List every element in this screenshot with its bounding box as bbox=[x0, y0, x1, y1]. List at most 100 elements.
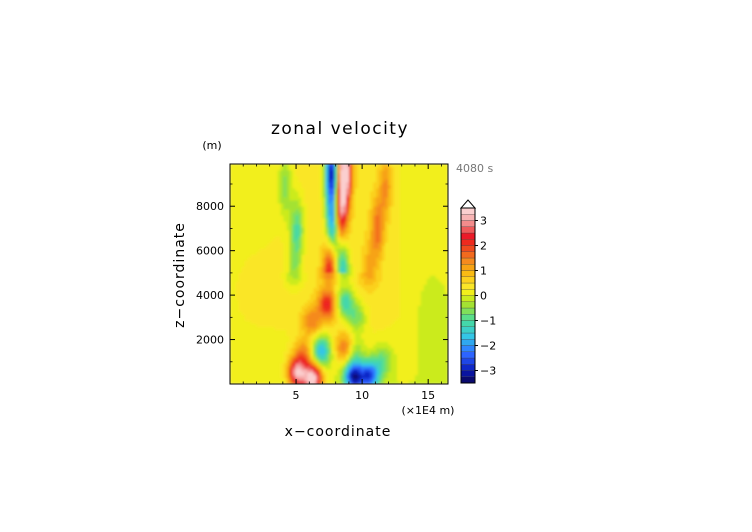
field-cell bbox=[361, 338, 365, 343]
field-cell bbox=[373, 193, 377, 198]
field-cell bbox=[438, 190, 443, 195]
field-cell bbox=[432, 323, 437, 328]
field-cell bbox=[441, 335, 446, 340]
field-cell bbox=[230, 266, 234, 270]
field-cell bbox=[244, 211, 249, 216]
field-cell bbox=[313, 359, 317, 364]
field-cell bbox=[358, 344, 362, 349]
field-cell bbox=[429, 362, 434, 367]
field-cell bbox=[414, 181, 419, 186]
field-cell bbox=[316, 275, 320, 279]
field-cell bbox=[367, 199, 371, 204]
field-cell bbox=[337, 335, 341, 340]
field-cell bbox=[319, 242, 323, 246]
field-cell bbox=[370, 284, 374, 288]
field-cell bbox=[331, 199, 335, 204]
field-cell bbox=[441, 332, 446, 337]
field-cell bbox=[402, 226, 407, 231]
field-cell bbox=[396, 260, 401, 264]
field-cell bbox=[355, 211, 359, 216]
field-cell bbox=[346, 326, 350, 331]
field-cell bbox=[262, 260, 267, 264]
field-cell bbox=[322, 371, 326, 376]
field-cell bbox=[289, 320, 294, 325]
field-cell bbox=[408, 251, 413, 255]
field-cell bbox=[352, 202, 356, 207]
field-cell bbox=[405, 371, 410, 376]
field-cell bbox=[334, 332, 338, 337]
field-cell bbox=[340, 287, 344, 291]
field-cell bbox=[310, 350, 314, 355]
field-cell bbox=[340, 362, 344, 367]
field-cell bbox=[265, 284, 270, 288]
field-cell bbox=[355, 281, 359, 285]
y-axis-unit: (m) bbox=[202, 139, 221, 152]
field-cell bbox=[319, 341, 323, 346]
field-cell bbox=[250, 305, 255, 309]
field-cell bbox=[414, 368, 419, 373]
field-cell bbox=[364, 317, 368, 322]
field-cell bbox=[402, 317, 407, 322]
field-cell bbox=[259, 380, 264, 384]
field-cell bbox=[346, 374, 350, 379]
field-cell bbox=[432, 184, 437, 189]
field-cell bbox=[325, 332, 329, 337]
field-cell bbox=[310, 202, 314, 207]
field-cell bbox=[298, 338, 302, 343]
field-cell bbox=[277, 314, 282, 318]
field-cell bbox=[423, 320, 428, 325]
field-cell bbox=[301, 371, 305, 376]
field-cell bbox=[235, 278, 240, 282]
field-cell bbox=[384, 281, 389, 285]
field-cell bbox=[307, 320, 311, 325]
field-cell bbox=[358, 380, 362, 384]
field-cell bbox=[361, 196, 365, 201]
field-cell bbox=[408, 242, 413, 246]
field-cell bbox=[373, 296, 377, 300]
field-cell bbox=[370, 251, 374, 255]
field-cell bbox=[393, 208, 398, 213]
field-cell bbox=[271, 236, 276, 240]
field-cell bbox=[280, 190, 285, 195]
field-cell bbox=[379, 272, 383, 276]
field-cell bbox=[337, 377, 341, 382]
field-cell bbox=[310, 371, 314, 376]
field-cell bbox=[256, 257, 261, 261]
field-cell bbox=[319, 356, 323, 361]
field-cell bbox=[280, 187, 285, 192]
field-cell bbox=[277, 220, 282, 225]
field-cell bbox=[295, 181, 299, 186]
field-cell bbox=[340, 230, 344, 234]
field-cell bbox=[259, 341, 264, 346]
field-cell bbox=[295, 332, 299, 337]
field-cell bbox=[230, 190, 234, 195]
field-cell bbox=[259, 323, 264, 328]
field-cell bbox=[232, 178, 237, 183]
field-cell bbox=[367, 281, 371, 285]
field-cell bbox=[435, 332, 440, 337]
field-cell bbox=[331, 230, 335, 234]
field-cell bbox=[373, 341, 377, 346]
field-cell bbox=[337, 326, 341, 331]
field-cell bbox=[259, 223, 264, 228]
field-cell bbox=[349, 217, 353, 222]
field-cell bbox=[298, 236, 302, 240]
field-cell bbox=[247, 299, 252, 303]
field-cell bbox=[387, 338, 392, 343]
field-cell bbox=[298, 257, 302, 261]
field-cell bbox=[238, 184, 243, 189]
field-cell bbox=[355, 353, 359, 358]
field-cell bbox=[283, 356, 288, 361]
field-cell bbox=[295, 196, 299, 201]
field-cell bbox=[337, 371, 341, 376]
field-cell bbox=[271, 281, 276, 285]
field-cell bbox=[334, 184, 338, 189]
field-cell bbox=[399, 353, 404, 358]
field-cell bbox=[232, 335, 237, 340]
field-cell bbox=[289, 245, 294, 249]
field-cell bbox=[399, 257, 404, 261]
field-cell bbox=[268, 211, 273, 216]
field-cell bbox=[346, 205, 350, 210]
field-cell bbox=[241, 377, 246, 382]
field-cell bbox=[271, 226, 276, 231]
